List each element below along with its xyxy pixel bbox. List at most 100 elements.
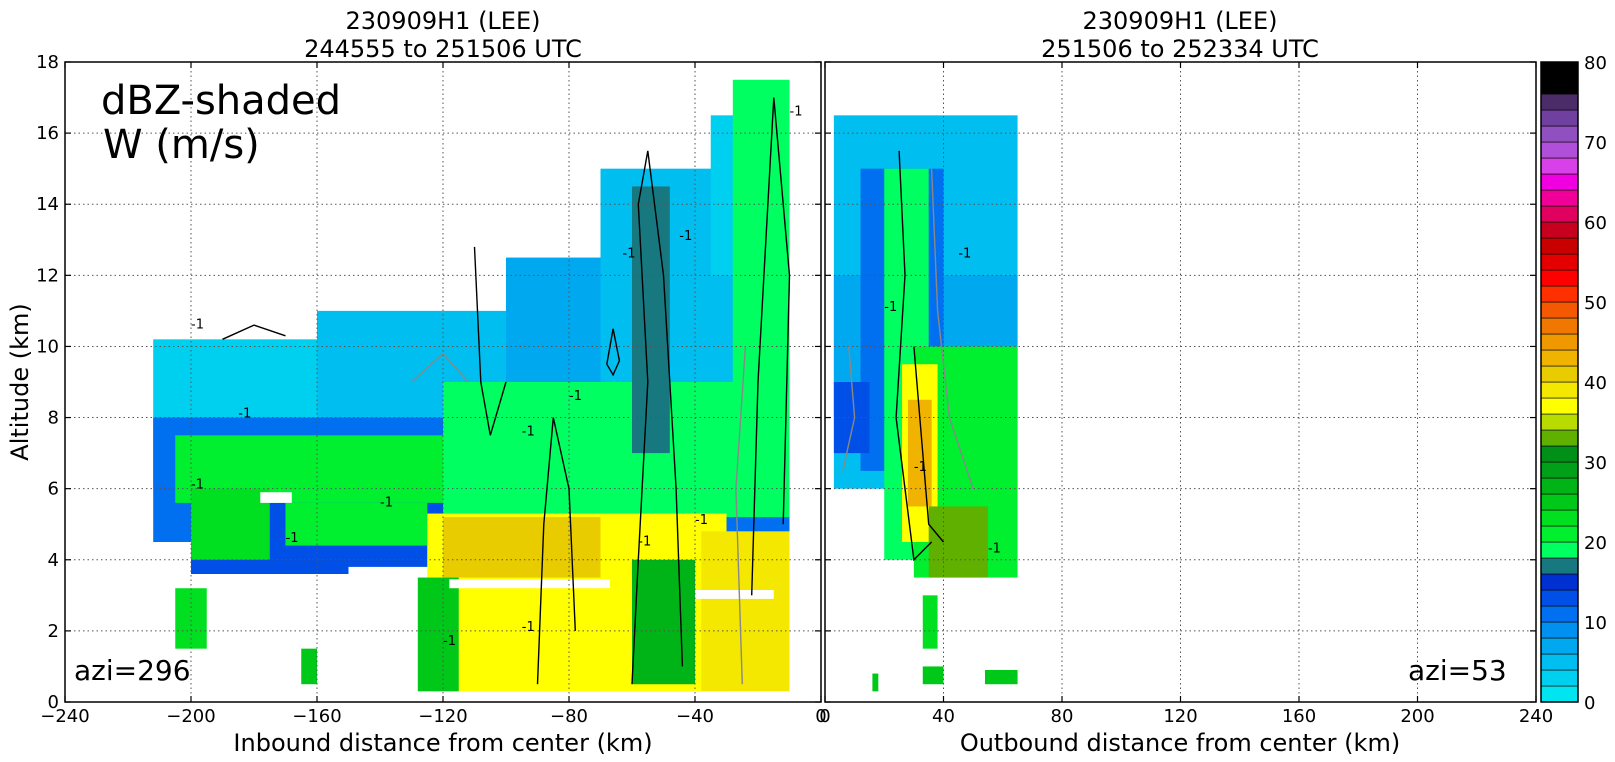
x-tick-label: −40 — [676, 706, 714, 727]
colorbar-bin — [1540, 221, 1579, 239]
x-tick-label: 80 — [1051, 706, 1074, 727]
colorbar-bin — [1540, 205, 1579, 223]
colorbar-bin — [1540, 189, 1579, 207]
colorbar-bin — [1540, 509, 1579, 527]
w-contour — [473, 246, 507, 436]
x-tick-label: 0 — [815, 706, 826, 727]
x-tick-label: 0 — [819, 706, 830, 727]
echo-cell — [175, 588, 207, 649]
colorbar-tick-label: 70 — [1584, 133, 1607, 154]
y-tick-label: 16 — [36, 123, 59, 144]
colorbar-bin — [1540, 285, 1579, 303]
field-annotation-line1: dBZ-shaded — [101, 78, 341, 124]
echo-cell — [285, 502, 428, 546]
contour-label: -1 — [191, 318, 204, 333]
echo-cell — [701, 531, 790, 692]
colorbar-bin — [1540, 333, 1579, 351]
colorbar-bin — [1540, 237, 1579, 255]
right-x-ticks: 0 40 80 120 160 200 240 — [819, 62, 1553, 727]
x-tick-label: 40 — [932, 706, 955, 727]
y-tick-label: 6 — [48, 479, 59, 500]
left-azimuth-label: azi=296 — [74, 654, 191, 687]
colorbar-bin — [1540, 301, 1579, 319]
colorbar-bin — [1540, 77, 1579, 95]
colorbar-bin — [1540, 573, 1579, 591]
w-contour — [895, 150, 933, 562]
colorbar-tick-label: 60 — [1584, 213, 1607, 234]
x-tick-label: −200 — [166, 706, 215, 727]
colorbar-bin — [1540, 605, 1579, 623]
contour-label: -1 — [238, 407, 251, 422]
echo-cell — [417, 577, 459, 692]
w-contour — [842, 346, 856, 472]
colorbar-bin — [1540, 669, 1579, 687]
colorbar-bin — [1540, 349, 1579, 367]
colorbar-bin — [1540, 637, 1579, 655]
colorbar-tick-label: 0 — [1584, 693, 1595, 714]
colorbar-bin — [1540, 381, 1579, 399]
left-x-ticks: −240 −200 −160 −120 −80 −40 0 — [40, 62, 827, 727]
x-tick-label: 240 — [1519, 706, 1553, 727]
colorbar-bin — [1540, 685, 1579, 703]
contour-label: -1 — [522, 620, 535, 635]
y-axis-label: Altitude (km) — [6, 303, 34, 460]
echo-cell — [872, 673, 879, 692]
y-tick-label: 2 — [48, 621, 59, 642]
echo-gap — [449, 579, 610, 589]
x-tick-label: 200 — [1400, 706, 1434, 727]
right-title-line2: 251506 to 252334 UTC — [1041, 35, 1319, 63]
y-tick-label: 14 — [36, 194, 59, 215]
x-tick-label: 120 — [1163, 706, 1197, 727]
right-y-tick-marks — [825, 61, 1536, 703]
y-tick-label: 0 — [48, 692, 59, 713]
colorbar-bin — [1540, 173, 1579, 191]
colorbar-bin — [1540, 653, 1579, 671]
colorbar-bin — [1540, 269, 1579, 287]
y-tick-label: 12 — [36, 265, 59, 286]
w-contour — [536, 417, 576, 685]
colorbar-bin — [1540, 125, 1579, 143]
x-tick-label: −120 — [418, 706, 467, 727]
colorbar-bin — [1540, 429, 1579, 447]
contour-label: -1 — [569, 389, 582, 404]
contour-label: -1 — [286, 531, 299, 546]
right-title-line1: 230909H1 (LEE) — [1083, 7, 1278, 35]
echo-cell — [191, 488, 270, 560]
colorbar-bin — [1540, 397, 1579, 415]
echo-cell — [922, 595, 938, 649]
colorbar-bins — [1540, 61, 1579, 703]
y-tick-label: 10 — [36, 336, 59, 357]
contour-label: -1 — [623, 247, 636, 262]
colorbar-tick-label: 20 — [1584, 533, 1607, 554]
colorbar-bin — [1540, 589, 1579, 607]
colorbar-bin — [1540, 93, 1579, 111]
contour-label: -1 — [638, 535, 651, 550]
contour-label: -1 — [380, 495, 393, 510]
w-contour — [222, 324, 286, 340]
echo-cell — [922, 666, 944, 685]
echo-cell — [443, 517, 601, 578]
colorbar-bin — [1540, 317, 1579, 335]
colorbar-bin — [1540, 557, 1579, 575]
y-tick-label: 8 — [48, 408, 59, 429]
echo-cell — [984, 670, 1018, 685]
right-panel: -1 -1 -1 -1 0 40 80 120 160 200 240 230909H1 (LEE… — [819, 7, 1553, 757]
right-reflectivity-field — [833, 115, 1018, 692]
w-contour — [930, 168, 974, 489]
contour-label: -1 — [988, 542, 1001, 557]
contour-label: -1 — [884, 300, 897, 315]
colorbar-bin — [1540, 157, 1579, 175]
contour-label: -1 — [790, 104, 803, 119]
echo-cell — [632, 186, 670, 454]
colorbar-bin — [1540, 541, 1579, 559]
left-y-ticks: 0 2 4 6 8 10 12 14 16 18 — [36, 52, 821, 713]
left-x-axis-label: Inbound distance from center (km) — [233, 729, 652, 757]
colorbar-ticks: 0 10 20 30 40 50 60 70 80 — [1584, 53, 1607, 714]
colorbar-bin — [1540, 413, 1579, 431]
colorbar-bin — [1540, 253, 1579, 271]
contour-label: -1 — [191, 478, 204, 493]
contour-label: -1 — [443, 634, 456, 649]
contour-label: -1 — [522, 424, 535, 439]
right-w-contours: -1 -1 -1 -1 — [842, 150, 1001, 562]
